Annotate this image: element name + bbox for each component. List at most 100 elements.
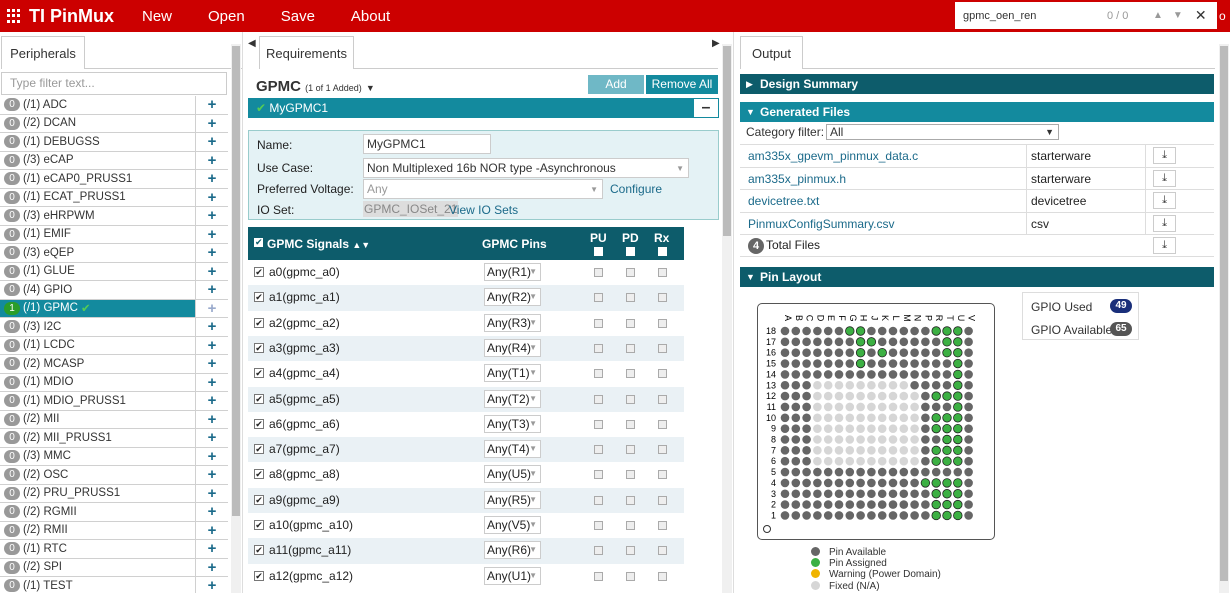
pin-P15[interactable] (921, 359, 930, 368)
pin-H6[interactable] (856, 456, 865, 466)
pin-G14[interactable] (845, 370, 855, 379)
pin-T5[interactable] (942, 467, 952, 477)
pin-select[interactable]: Any(T4) ▼ (484, 440, 541, 459)
configure-link[interactable]: Configure (610, 182, 663, 196)
pin-E17[interactable] (823, 337, 833, 347)
generated-files-header[interactable]: ▼ Generated Files (740, 102, 1214, 122)
pin-G13[interactable] (845, 380, 855, 390)
add-peripheral-icon[interactable]: + (195, 262, 228, 280)
pin-U2[interactable] (953, 499, 963, 510)
pin-K2[interactable] (877, 500, 887, 509)
pin-G11[interactable] (845, 402, 855, 412)
pd-checkbox[interactable] (626, 268, 635, 277)
file-link[interactable]: devicetree.txt (748, 194, 820, 208)
pin-R8[interactable] (931, 435, 941, 444)
add-peripheral-icon[interactable]: + (195, 392, 228, 410)
pin-A10[interactable] (780, 413, 790, 423)
pu-checkbox[interactable] (594, 419, 603, 429)
rx-checkbox[interactable] (658, 521, 667, 530)
pin-M8[interactable] (899, 435, 909, 444)
pd-checkbox[interactable] (626, 419, 635, 429)
pin-A2[interactable] (780, 500, 790, 509)
pin-K17[interactable] (877, 337, 887, 347)
pin-L1[interactable] (888, 511, 898, 520)
pin-F14[interactable] (834, 370, 844, 379)
pin-E12[interactable] (823, 391, 833, 401)
pin-L8[interactable] (888, 435, 898, 444)
pin-T4[interactable] (942, 478, 952, 488)
pu-checkbox[interactable] (594, 318, 603, 328)
peripheral-item[interactable]: 0 (/3) MMC + (0, 447, 228, 466)
pin-F11[interactable] (834, 402, 844, 412)
signal-checkbox[interactable]: ✔ (254, 393, 264, 404)
tab-peripherals[interactable]: Peripherals (1, 36, 85, 69)
signal-checkbox[interactable]: ✔ (254, 368, 264, 379)
peripheral-item[interactable]: 0 (/3) I2C + (0, 318, 228, 337)
pin-N4[interactable] (910, 478, 919, 488)
pin-M3[interactable] (899, 489, 909, 499)
pin-B1[interactable] (791, 511, 801, 520)
pin-J6[interactable] (867, 456, 876, 466)
pin-V6[interactable] (964, 456, 973, 466)
pd-checkbox[interactable] (626, 571, 635, 581)
pin-G15[interactable] (845, 359, 855, 368)
pin-M18[interactable] (899, 326, 909, 336)
add-peripheral-icon[interactable]: + (195, 540, 228, 558)
pin-R14[interactable] (931, 370, 941, 379)
pin-F6[interactable] (834, 456, 844, 466)
pin-D4[interactable] (813, 478, 822, 488)
pin-U14[interactable] (953, 369, 963, 380)
pin-E3[interactable] (823, 489, 833, 499)
pin-P1[interactable] (921, 511, 930, 520)
pu-checkbox[interactable] (594, 571, 603, 581)
pin-V3[interactable] (964, 489, 973, 499)
pin-J4[interactable] (867, 478, 876, 488)
pin-D9[interactable] (813, 424, 822, 433)
pin-J3[interactable] (867, 489, 876, 499)
pin-A7[interactable] (780, 446, 790, 455)
pd-checkbox[interactable] (626, 521, 635, 530)
pin-M4[interactable] (899, 478, 909, 488)
pin-K11[interactable] (877, 402, 887, 412)
pin-U6[interactable] (953, 456, 963, 466)
pin-F4[interactable] (834, 478, 844, 488)
pin-R5[interactable] (931, 467, 941, 477)
pin-R16[interactable] (931, 348, 941, 357)
pin-U9[interactable] (953, 423, 963, 434)
pin-H15[interactable] (855, 358, 866, 369)
pin-R18[interactable] (931, 326, 941, 336)
pin-M2[interactable] (899, 500, 909, 509)
add-peripheral-icon[interactable]: + (195, 410, 228, 428)
pin-L4[interactable] (888, 478, 898, 488)
scrollbar-thumb[interactable] (723, 46, 731, 236)
pin-V2[interactable] (964, 500, 973, 509)
pin-E5[interactable] (823, 467, 833, 477)
pin-L10[interactable] (888, 413, 898, 423)
pin-select[interactable]: Any(R4) ▼ (484, 338, 541, 357)
pin-J9[interactable] (867, 424, 876, 433)
add-peripheral-icon[interactable]: + (195, 133, 228, 151)
pin-N6[interactable] (910, 456, 919, 466)
pin-F18[interactable] (834, 326, 844, 336)
pin-T17[interactable] (942, 337, 952, 347)
pin-F2[interactable] (834, 500, 844, 509)
menu-new[interactable]: New (142, 7, 173, 25)
pin-H13[interactable] (856, 380, 865, 390)
pin-P13[interactable] (921, 380, 930, 390)
pin-B12[interactable] (791, 391, 801, 401)
pin-A3[interactable] (780, 489, 790, 499)
pin-D8[interactable] (813, 435, 822, 444)
pin-N16[interactable] (910, 348, 919, 357)
signal-checkbox[interactable]: ✔ (254, 267, 264, 277)
pin-H7[interactable] (856, 446, 865, 455)
pin-U13[interactable] (953, 380, 963, 390)
pin-T6[interactable] (942, 456, 952, 466)
pin-E11[interactable] (823, 402, 833, 412)
pin-H8[interactable] (856, 435, 865, 444)
pin-F1[interactable] (834, 511, 844, 520)
pin-M1[interactable] (899, 511, 909, 520)
pin-D17[interactable] (813, 337, 822, 347)
pin-G18[interactable] (845, 326, 855, 336)
pin-C9[interactable] (802, 424, 811, 433)
rx-checkbox[interactable] (658, 293, 667, 303)
